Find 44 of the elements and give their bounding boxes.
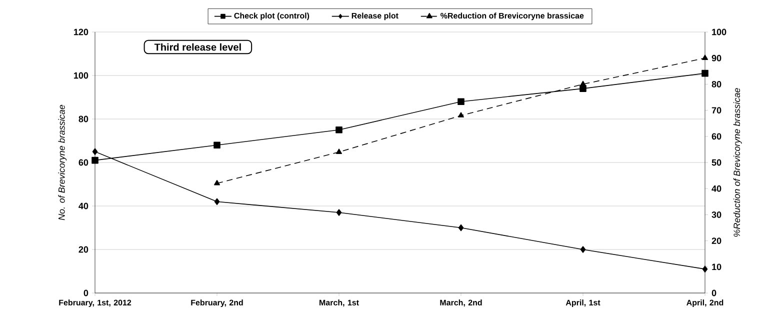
- y2-tick-label: 50: [712, 159, 722, 166]
- y-tick-label: 120: [74, 28, 88, 36]
- legend-label: %Reduction of Brevicoryne brassicae: [440, 12, 584, 20]
- point: [336, 148, 342, 154]
- point: [214, 180, 220, 186]
- y2-tick-label: 20: [712, 238, 722, 244]
- y2-tick-label: 100: [712, 28, 726, 36]
- y2-tick-label: 0: [712, 290, 716, 296]
- x-tick-label: April, 1st: [566, 300, 600, 307]
- point: [214, 142, 220, 148]
- point: [92, 156, 98, 164]
- y2-tick-label: 10: [712, 264, 722, 270]
- legend-label: Release plot: [352, 12, 398, 20]
- y2-axis-title: %Reduction of Brevicoryne brassicae: [733, 88, 742, 237]
- y2-tick-label: 30: [712, 212, 722, 218]
- y-tick-label: 40: [78, 202, 88, 210]
- x-tick-label: March, 1st: [320, 300, 359, 307]
- annotation: Third release level: [154, 43, 241, 51]
- point: [580, 85, 586, 92]
- y2-tick-label: 90: [712, 54, 722, 62]
- point: [458, 224, 464, 232]
- point: [458, 112, 464, 118]
- x-tick-label: February, 2nd: [191, 300, 243, 307]
- x-tick-label: March, 2nd: [440, 300, 482, 307]
- x-tick-label: February, 1st, 2012: [59, 300, 132, 307]
- y-tick-label: 80: [78, 116, 88, 122]
- point: [580, 246, 586, 253]
- y-tick-label: 0: [84, 290, 88, 296]
- point: [214, 198, 220, 206]
- y2-tick-label: 80: [712, 81, 722, 88]
- point: [702, 54, 708, 60]
- y-tick-label: 20: [78, 246, 88, 253]
- y-tick-label: 100: [74, 72, 88, 79]
- y2-tick-label: 60: [712, 133, 722, 140]
- y-axis-title: No. of Brevicoryne brassicae: [58, 104, 67, 220]
- point: [336, 126, 342, 134]
- point: [458, 98, 464, 105]
- point: [92, 148, 98, 156]
- y2-tick-label: 40: [712, 185, 722, 192]
- legend-label: Check plot (control): [234, 12, 310, 20]
- y-tick-label: 60: [78, 159, 88, 166]
- point: [336, 209, 342, 216]
- y2-tick-label: 70: [712, 107, 722, 114]
- x-tick-label: April, 2nd: [686, 300, 724, 307]
